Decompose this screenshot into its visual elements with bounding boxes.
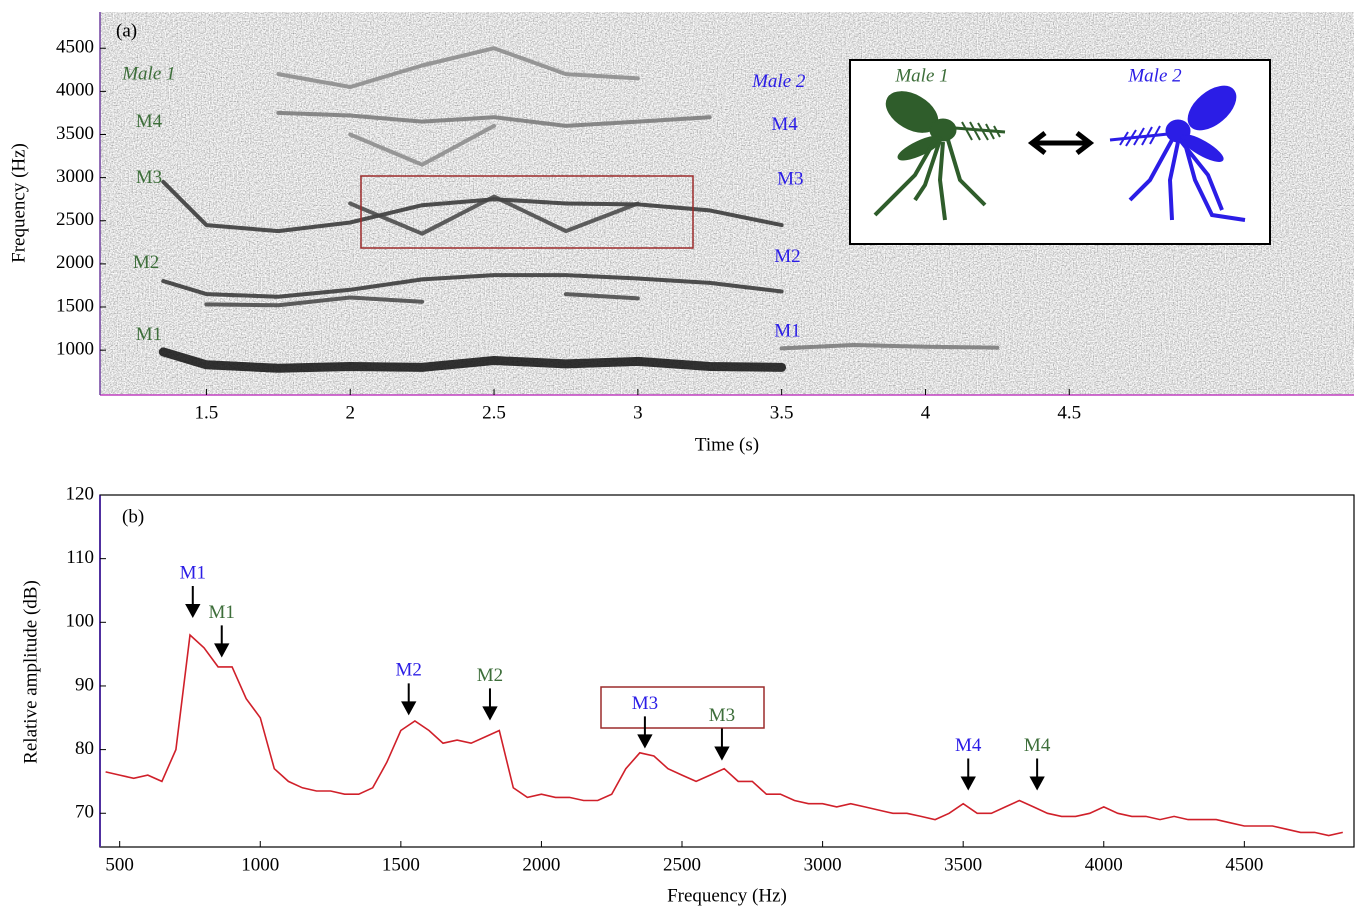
x-tick-label: 4.5 — [1057, 402, 1081, 423]
x-axis-title: Time (s) — [695, 434, 759, 455]
x-tick-label: 500 — [105, 854, 134, 875]
x-tick-label: 2000 — [522, 854, 560, 875]
peak-label: M2 — [477, 665, 503, 686]
y-tick-label: 120 — [66, 483, 95, 504]
y-tick-label: 110 — [66, 547, 94, 568]
harmonic-label: M2 — [774, 246, 800, 267]
harmonic-label: M3 — [777, 169, 803, 190]
x-tick-label: 4500 — [1225, 854, 1263, 875]
harmonic-label: M1 — [774, 320, 800, 341]
highlight-box — [600, 686, 765, 729]
y-tick-label: 2000 — [56, 252, 94, 273]
mosquito-male-1 — [873, 91, 1006, 221]
x-tick-label: 2500 — [663, 854, 701, 875]
harmonic-label: Male 1 — [121, 63, 175, 84]
peak-label: M2 — [396, 660, 422, 681]
spectrum — [105, 633, 1343, 837]
peak-arrow — [637, 716, 653, 749]
y-tick-label: 80 — [75, 738, 94, 759]
peak-label: M1 — [180, 562, 206, 583]
x-tick-label: 2 — [345, 402, 355, 423]
x-tick-label: 1.5 — [195, 402, 219, 423]
harmonic-label: Male 2 — [751, 71, 806, 92]
harmonic-track — [276, 110, 712, 128]
harmonic-label: M2 — [133, 252, 159, 273]
peak-label: M4 — [1024, 735, 1051, 756]
panel-label: (b) — [122, 506, 144, 527]
harmonic-label: M4 — [771, 114, 798, 135]
harmonic-label: M4 — [136, 111, 163, 132]
peak-label: M4 — [955, 735, 982, 756]
peak-arrow — [482, 688, 498, 721]
inset-label: Male 2 — [1127, 65, 1182, 86]
harmonic-track — [348, 123, 496, 167]
y-axis-title: Frequency (Hz) — [8, 143, 29, 263]
y-tick-label: 3000 — [56, 166, 94, 187]
y-tick-label: 1500 — [56, 295, 94, 316]
x-tick-label: 4000 — [1085, 854, 1123, 875]
x-tick-label: 1500 — [382, 854, 420, 875]
y-tick-label: 90 — [75, 674, 94, 695]
x-tick-label: 4 — [921, 402, 931, 423]
x-tick-label: 2.5 — [482, 402, 506, 423]
x-tick-label: 3 — [633, 402, 643, 423]
plot-frame — [99, 494, 1355, 848]
peak-label: M3 — [632, 693, 658, 714]
x-tick-label: 1000 — [241, 854, 279, 875]
peak-arrow — [185, 585, 201, 619]
spectrum-line — [105, 633, 1343, 837]
peak-arrow — [960, 758, 976, 791]
y-tick-label: 4000 — [56, 80, 94, 101]
inset — [849, 59, 1271, 245]
harmonic-track — [158, 347, 787, 373]
y-tick-label: 1000 — [56, 339, 94, 360]
y-tick-label: 100 — [66, 611, 95, 632]
harmonic-track — [161, 273, 784, 299]
harmonic-track — [779, 343, 1000, 351]
y-tick-label: 70 — [75, 802, 94, 823]
harmonic-track — [161, 179, 784, 234]
x-tick-label: 3.5 — [770, 402, 794, 423]
y-tick-label: 4500 — [56, 37, 94, 58]
y-tick-label: 2500 — [56, 209, 94, 230]
peak-arrow — [1029, 758, 1045, 791]
peak-arrow — [214, 625, 230, 658]
mosquito-male-2 — [1109, 85, 1246, 222]
x-tick-label: 3000 — [804, 854, 842, 875]
harmonic-track — [204, 292, 640, 308]
y-tick-label: 3500 — [56, 123, 94, 144]
y-axis-title: Relative amplitude (dB) — [20, 580, 41, 764]
harmonic-label: M1 — [136, 324, 162, 345]
double-arrow — [1027, 131, 1095, 155]
harmonic-track — [276, 46, 640, 89]
highlight-box — [360, 175, 694, 249]
peak-label: M1 — [209, 602, 235, 623]
peak-label: M3 — [709, 705, 735, 726]
x-axis-title: Frequency (Hz) — [667, 885, 787, 906]
peak-arrow — [401, 683, 417, 716]
x-tick-label: 3500 — [944, 854, 982, 875]
peak-arrow — [714, 728, 730, 761]
harmonic-label: M3 — [136, 167, 162, 188]
harmonic-track — [348, 194, 640, 236]
inset-label: Male 1 — [894, 65, 948, 86]
panel-label: (a) — [116, 20, 137, 41]
spectrogram-tracks — [158, 46, 1000, 373]
